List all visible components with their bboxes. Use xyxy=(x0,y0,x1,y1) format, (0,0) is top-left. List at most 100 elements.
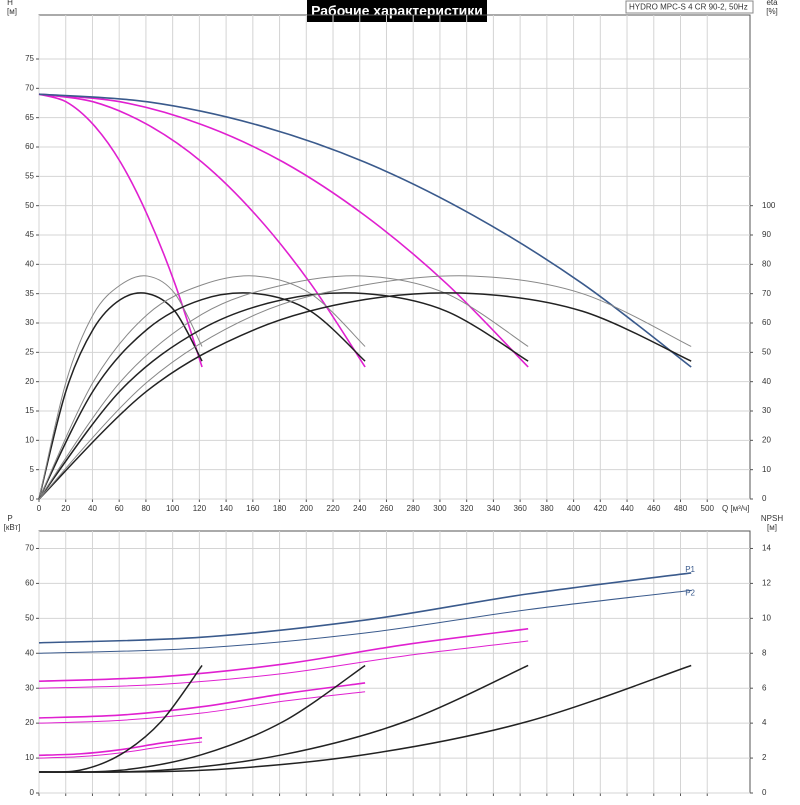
curve xyxy=(38,292,692,500)
curve xyxy=(38,292,203,500)
curve xyxy=(38,93,366,368)
y2-tick-label: 0 xyxy=(762,788,767,797)
x-tick-label: 400 xyxy=(567,504,581,513)
curve xyxy=(38,640,529,689)
curve xyxy=(38,275,692,500)
curve xyxy=(38,664,692,773)
y2-axis-label: eta xyxy=(766,0,778,7)
y2-tick-label: 20 xyxy=(762,435,771,444)
y-tick-label: 25 xyxy=(25,347,34,356)
curve xyxy=(38,691,366,724)
annotation-box xyxy=(625,0,754,14)
x-tick-label: 40 xyxy=(88,504,97,513)
y2-tick-label: 50 xyxy=(762,347,771,356)
y-tick-label: 40 xyxy=(25,648,34,657)
series-label: P1 xyxy=(685,565,695,574)
y-tick-label: 75 xyxy=(25,54,34,63)
chart-title: Рабочие характеристики xyxy=(311,3,483,19)
x-tick-label: 340 xyxy=(487,504,501,513)
y2-tick-label: 4 xyxy=(762,718,767,727)
y-tick-label: 70 xyxy=(25,544,34,553)
curve xyxy=(38,275,203,500)
y-tick-label: 5 xyxy=(30,465,35,474)
y-tick-label: 60 xyxy=(25,142,34,151)
curve xyxy=(38,93,203,368)
y-tick-label: 50 xyxy=(25,613,34,622)
y-tick-label: 45 xyxy=(25,230,34,239)
y-tick-label: 0 xyxy=(30,494,35,503)
x-tick-label: 300 xyxy=(433,504,447,513)
curve xyxy=(38,275,366,500)
y2-tick-label: 0 xyxy=(762,494,767,503)
y-tick-label: 50 xyxy=(25,201,34,210)
y2-tick-label: 30 xyxy=(762,406,771,415)
x-tick-label: 200 xyxy=(300,504,314,513)
series-label: P2 xyxy=(685,588,695,597)
y-tick-label: 30 xyxy=(25,683,34,692)
y2-tick-label: 40 xyxy=(762,377,771,386)
y2-tick-label: 10 xyxy=(762,465,771,474)
y-tick-label: 70 xyxy=(25,83,34,92)
x-tick-label: 0 xyxy=(37,504,42,513)
y2-tick-label: 2 xyxy=(762,753,767,762)
x-tick-label: 480 xyxy=(674,504,688,513)
y-tick-label: 35 xyxy=(25,289,34,298)
y2-tick-label: 60 xyxy=(762,318,771,327)
y-tick-label: 60 xyxy=(25,579,34,588)
x-tick-label: 220 xyxy=(326,504,340,513)
y2-axis-label: NPSH xyxy=(761,514,783,523)
x-tick-label: 140 xyxy=(219,504,233,513)
y2-tick-label: 14 xyxy=(762,544,771,553)
x-tick-label: 420 xyxy=(594,504,608,513)
curve xyxy=(38,737,203,757)
title-box xyxy=(307,0,487,22)
y2-tick-label: 70 xyxy=(762,289,771,298)
x-axis-label: Q [м³/ч] xyxy=(722,504,749,513)
x-tick-label: 20 xyxy=(61,504,70,513)
y-axis-label: P xyxy=(7,514,12,523)
curve xyxy=(38,628,529,683)
y2-axis-unit: [м] xyxy=(767,523,777,532)
x-tick-label: 180 xyxy=(273,504,287,513)
y-tick-label: 65 xyxy=(25,113,34,122)
x-tick-label: 120 xyxy=(193,504,207,513)
curve xyxy=(38,93,692,368)
y2-tick-label: 100 xyxy=(762,201,776,210)
y-tick-label: 20 xyxy=(25,718,34,727)
curve xyxy=(38,93,529,368)
curve xyxy=(38,589,692,654)
y-axis-unit: [м] xyxy=(7,7,17,16)
y-tick-label: 55 xyxy=(25,171,34,180)
y-tick-label: 20 xyxy=(25,377,34,386)
x-tick-label: 380 xyxy=(540,504,554,513)
x-tick-label: 500 xyxy=(701,504,715,513)
x-tick-label: 320 xyxy=(460,504,474,513)
y2-tick-label: 6 xyxy=(762,683,767,692)
curve xyxy=(38,572,692,644)
curve xyxy=(38,665,203,773)
y-tick-label: 0 xyxy=(30,788,35,797)
y-tick-label: 15 xyxy=(25,406,34,415)
curve xyxy=(38,275,529,500)
y2-tick-label: 10 xyxy=(762,613,771,622)
curve xyxy=(38,682,366,719)
curve xyxy=(38,292,529,500)
x-tick-label: 100 xyxy=(166,504,180,513)
x-tick-label: 160 xyxy=(246,504,260,513)
x-tick-label: 440 xyxy=(620,504,634,513)
y-axis-unit: [кВт] xyxy=(4,523,21,532)
y2-tick-label: 90 xyxy=(762,230,771,239)
y2-tick-label: 12 xyxy=(762,579,771,588)
y-tick-label: 10 xyxy=(25,435,34,444)
x-tick-label: 460 xyxy=(647,504,661,513)
x-tick-label: 360 xyxy=(513,504,527,513)
y2-axis-unit: [%] xyxy=(766,7,778,16)
x-tick-label: 260 xyxy=(380,504,394,513)
annotation: HYDRO MPC-S 4 CR 90-2, 50Hz xyxy=(629,3,748,12)
y-tick-label: 10 xyxy=(25,753,34,762)
curve xyxy=(38,664,529,773)
x-tick-label: 280 xyxy=(407,504,421,513)
curve xyxy=(38,741,203,759)
y-axis-label: H xyxy=(7,0,13,7)
